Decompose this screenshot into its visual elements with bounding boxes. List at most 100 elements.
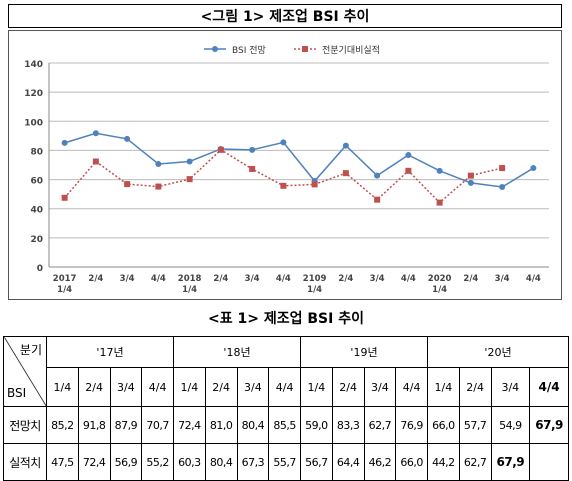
row-label: 전망치	[3, 406, 47, 444]
table-title: <표 1> 제조업 BSI 추이	[208, 311, 364, 327]
table-cell: 46,2	[363, 443, 397, 481]
table-cell: 85,5	[268, 406, 301, 444]
table-cell: 47,5	[46, 443, 79, 481]
table-cell: 44,2	[427, 443, 460, 481]
table-cell: 55,2	[141, 443, 174, 481]
legend-label: 전분기대비실적	[322, 44, 380, 56]
quarter-header: 3/4	[109, 367, 143, 407]
table-cell: 66,0	[395, 443, 428, 481]
actual-point	[467, 172, 474, 179]
table-cell: 81,0	[204, 406, 238, 444]
y-tick-label: 100	[24, 118, 43, 128]
actual-point	[92, 158, 99, 165]
quarter-header: 2/4	[458, 367, 492, 407]
table-cell: 62,7	[458, 443, 492, 481]
table-cell: 67,9	[529, 406, 569, 444]
x-tick-label: 3/4	[120, 274, 135, 284]
quarter-header: 4/4	[395, 367, 428, 407]
table-cell: 62,7	[363, 406, 397, 444]
actual-point	[499, 165, 506, 172]
x-tick-label: 4/4	[276, 274, 291, 284]
actual-point	[280, 182, 287, 189]
forecast-point	[342, 142, 349, 149]
actual-point	[405, 167, 412, 174]
legend-marker	[302, 46, 308, 52]
forecast-point	[186, 158, 193, 165]
actual-row: 실적치 47,5 72,4 56,9 55,2 60,3 80,4 67,3 5…	[3, 443, 569, 481]
x-tick-label: 2/4	[338, 274, 353, 284]
quarter-header-row: 1/4 2/4 3/4 4/4 1/4 2/4 3/4 4/4 1/4 2/4 …	[4, 367, 569, 407]
table-cell: 55,7	[268, 443, 301, 481]
bsi-table: 분기 BSI '17년 '18년 '19년 '20년 1/4 2/4 3/4 4…	[3, 336, 569, 481]
table-cell: 57,7	[458, 406, 492, 444]
table-cell: 80,4	[236, 406, 270, 444]
table-cell: 59,0	[300, 406, 333, 444]
quarter-header: 3/4	[363, 367, 397, 407]
x-tick-label: 1/4	[307, 285, 322, 295]
actual-point	[217, 146, 224, 153]
x-tick-label: 3/4	[245, 274, 260, 284]
quarter-header: 1/4	[173, 367, 206, 407]
table-cell: 67,9	[490, 443, 531, 481]
table-cell: 72,4	[77, 443, 111, 481]
row-label: 실적치	[3, 443, 47, 481]
forecast-point	[280, 139, 287, 146]
y-tick-label: 40	[30, 206, 43, 216]
forecast-point	[124, 135, 131, 142]
x-tick-label: 1/4	[182, 285, 197, 295]
x-tick-label: 4/4	[401, 274, 416, 284]
table-cell: 72,4	[173, 406, 206, 444]
x-tick-label: 1/4	[432, 285, 447, 295]
x-tick-label: 2017	[53, 274, 77, 284]
table-cell: 85,2	[46, 406, 79, 444]
table-cell: 70,7	[141, 406, 174, 444]
forecast-series-line	[64, 132, 534, 188]
quarter-header: 3/4	[236, 367, 270, 407]
quarter-header: 1/4	[300, 367, 333, 407]
corner-bsi-label: BSI	[7, 386, 27, 400]
forecast-point	[155, 160, 162, 167]
x-tick-label: 2109	[303, 274, 327, 284]
table-cell: 64,4	[331, 443, 365, 481]
y-tick-label: 140	[24, 60, 43, 70]
y-tick-label: 0	[37, 264, 43, 274]
quarter-header: 3/4	[490, 367, 531, 407]
table-cell: 80,4	[204, 443, 238, 481]
year-header: '17년	[46, 336, 174, 368]
y-tick-label: 20	[30, 235, 43, 245]
x-tick-label: 2/4	[213, 274, 228, 284]
year-header: '18년	[173, 336, 301, 368]
x-tick-label: 1/4	[57, 285, 72, 295]
y-tick-label: 120	[24, 89, 43, 99]
actual-point	[436, 199, 443, 206]
actual-point	[374, 196, 381, 203]
x-tick-label: 3/4	[370, 274, 385, 284]
corner-quarter-label: 분기	[19, 343, 42, 357]
y-tick-label: 60	[30, 177, 43, 187]
x-tick-label: 4/4	[526, 274, 541, 284]
actual-point	[249, 165, 256, 172]
y-tick-label: 80	[30, 147, 43, 157]
forecast-row: 전망치 85,2 91,8 87,9 70,7 72,4 81,0 80,4 8…	[3, 406, 569, 444]
quarter-header: 4/4	[141, 367, 174, 407]
corner-cell: 분기 BSI	[3, 336, 47, 407]
actual-point	[124, 181, 131, 188]
x-tick-label: 2020	[428, 274, 452, 284]
table-cell: 83,3	[331, 406, 365, 444]
x-tick-label: 2/4	[88, 274, 103, 284]
quarter-header: 2/4	[77, 367, 111, 407]
forecast-point	[249, 146, 256, 153]
forecast-point	[530, 165, 537, 172]
year-header-row: 분기 BSI '17년 '18년 '19년 '20년	[3, 336, 569, 407]
figure-title: <그림 1> 제조업 BSI 추이	[8, 4, 562, 28]
actual-point	[342, 170, 349, 177]
forecast-point	[92, 130, 99, 137]
forecast-point	[405, 151, 412, 158]
table-cell	[529, 443, 569, 481]
forecast-point	[61, 139, 68, 146]
forecast-point	[467, 179, 474, 186]
year-header: '19년	[300, 336, 428, 368]
x-tick-label: 2/4	[463, 274, 478, 284]
forecast-point	[436, 167, 443, 174]
